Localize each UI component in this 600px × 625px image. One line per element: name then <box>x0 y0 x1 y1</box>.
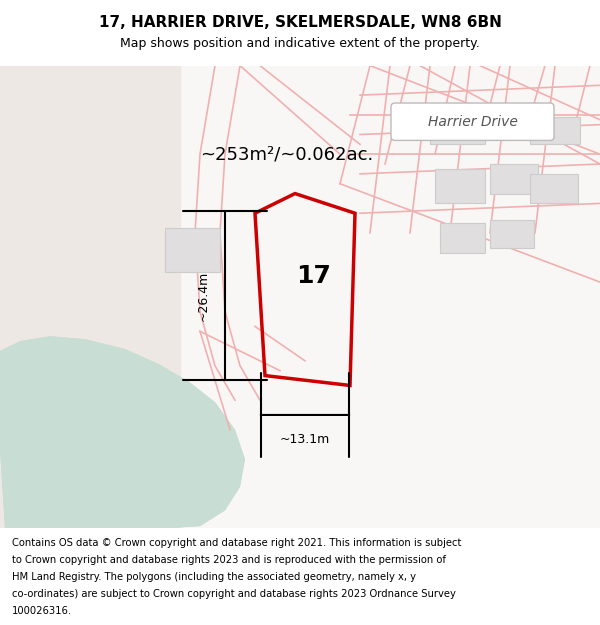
Bar <box>440 223 485 253</box>
Bar <box>490 220 534 248</box>
Text: 17: 17 <box>296 264 331 288</box>
Text: Contains OS data © Crown copyright and database right 2021. This information is : Contains OS data © Crown copyright and d… <box>12 538 461 548</box>
Bar <box>530 174 578 203</box>
Bar <box>530 117 580 144</box>
Bar <box>490 107 535 134</box>
Text: HM Land Registry. The polygons (including the associated geometry, namely x, y: HM Land Registry. The polygons (includin… <box>12 572 416 582</box>
Text: Map shows position and indicative extent of the property.: Map shows position and indicative extent… <box>120 38 480 50</box>
Text: ~253m²/~0.062ac.: ~253m²/~0.062ac. <box>200 145 373 163</box>
Bar <box>435 169 485 203</box>
Text: Harrier Drive: Harrier Drive <box>428 115 517 129</box>
Text: 100026316.: 100026316. <box>12 606 72 616</box>
FancyBboxPatch shape <box>391 103 554 141</box>
Polygon shape <box>0 66 245 528</box>
Bar <box>165 228 220 272</box>
Text: co-ordinates) are subject to Crown copyright and database rights 2023 Ordnance S: co-ordinates) are subject to Crown copyr… <box>12 589 456 599</box>
Text: ~26.4m: ~26.4m <box>197 270 210 321</box>
Text: 17, HARRIER DRIVE, SKELMERSDALE, WN8 6BN: 17, HARRIER DRIVE, SKELMERSDALE, WN8 6BN <box>98 15 502 30</box>
Polygon shape <box>0 66 245 528</box>
Bar <box>430 115 485 144</box>
Text: ~13.1m: ~13.1m <box>280 432 330 446</box>
Bar <box>0 66 180 528</box>
Text: to Crown copyright and database rights 2023 and is reproduced with the permissio: to Crown copyright and database rights 2… <box>12 555 446 565</box>
Bar <box>490 164 538 194</box>
